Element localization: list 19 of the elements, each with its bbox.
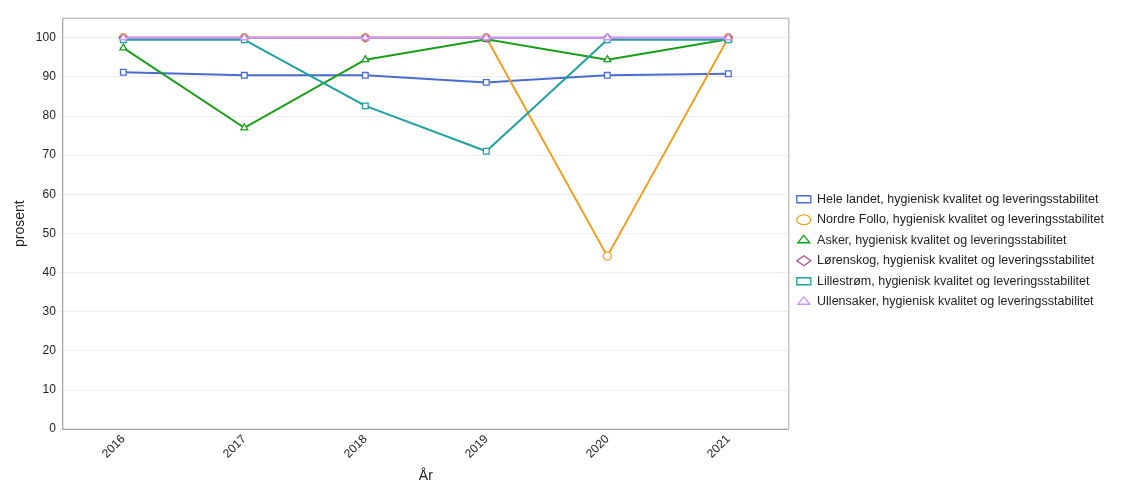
legend-label: Hele landet, hygienisk kvalitet og leveringsstabilitet xyxy=(817,191,1099,206)
y-tick-label: 70 xyxy=(42,147,57,162)
y-tick-label: 0 xyxy=(49,421,57,436)
legend-label: Nordre Follo, hygienisk kvalitet og leveringsstabilitet xyxy=(817,212,1105,227)
legend-label: Asker, hygienisk kvalitet og leveringsstabilitet xyxy=(817,232,1068,247)
y-tick-label: 90 xyxy=(42,69,57,84)
legend-label: Lillestrøm, hygienisk kvalitet og leveringsstabilitet xyxy=(817,273,1090,288)
y-tick-label: 40 xyxy=(42,264,57,279)
y-tick-label: 10 xyxy=(42,382,57,397)
y-tick-label: 100 xyxy=(35,30,57,45)
y-tick-label: 60 xyxy=(42,186,57,201)
legend-label: Lørenskog, hygienisk kvalitet og leveringsstabilitet xyxy=(817,253,1095,268)
x-axis-title: År xyxy=(418,467,434,484)
y-tick-label: 30 xyxy=(42,304,57,319)
y-tick-label: 80 xyxy=(42,108,57,123)
y-tick-label: 20 xyxy=(42,343,57,358)
legend-label: Ullensaker, hygienisk kvalitet og leveringsstabilitet xyxy=(817,294,1095,309)
y-axis-title: prosent xyxy=(11,200,28,248)
y-tick-label: 50 xyxy=(42,225,57,240)
